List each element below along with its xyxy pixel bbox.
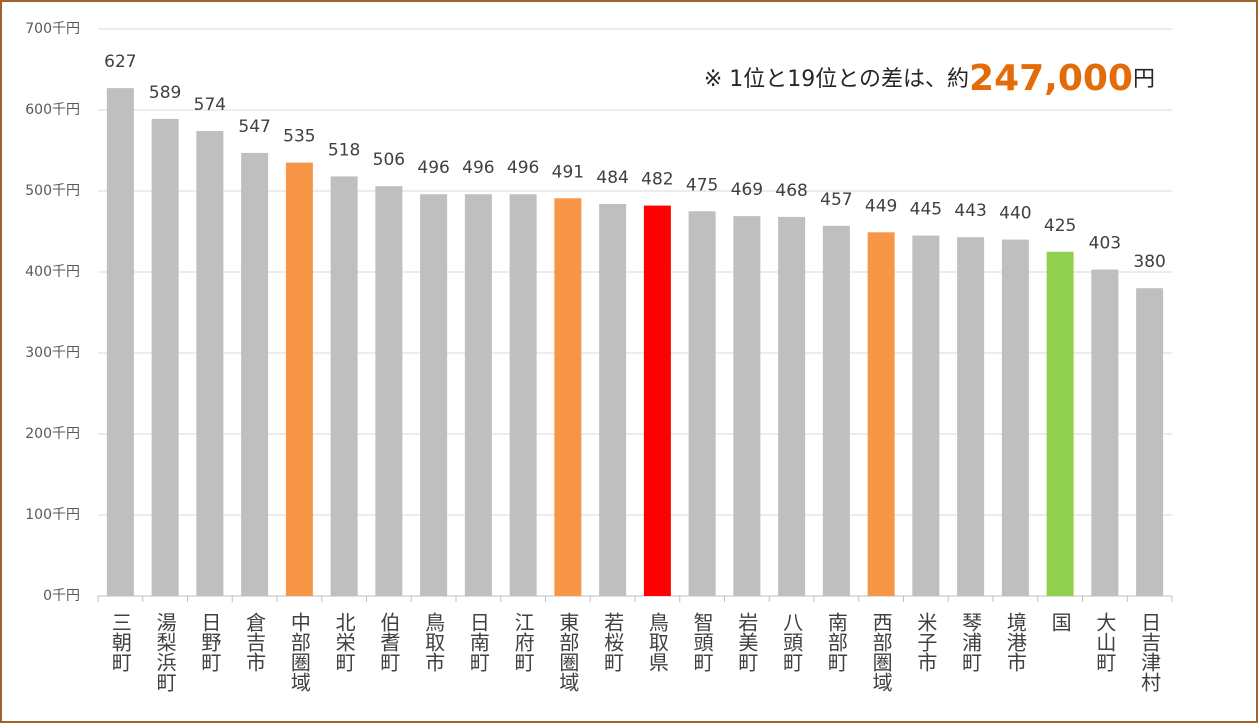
x-tick-label: 伯耆町 xyxy=(377,612,401,672)
data-label: 518 xyxy=(328,140,360,160)
data-label: 425 xyxy=(1044,216,1076,236)
bar xyxy=(912,235,940,597)
bar xyxy=(106,88,134,596)
bar xyxy=(196,131,224,596)
x-tick-label: 東部圏域 xyxy=(556,612,580,692)
data-label: 468 xyxy=(775,181,807,201)
data-label: 574 xyxy=(194,95,226,115)
data-label: 627 xyxy=(104,52,136,72)
bar xyxy=(509,194,537,597)
data-label: 403 xyxy=(1089,234,1121,254)
x-tick-label: 若桜町 xyxy=(601,612,625,672)
x-tick-label: 江府町 xyxy=(511,612,535,672)
data-label: 457 xyxy=(820,190,852,210)
data-label: 547 xyxy=(238,117,270,137)
bar xyxy=(1046,251,1074,596)
bar xyxy=(822,225,850,596)
y-tick-label: 100千円 xyxy=(25,507,80,523)
data-label: 449 xyxy=(865,196,897,216)
bar xyxy=(688,211,716,596)
y-tick-label: 500千円 xyxy=(25,183,80,199)
bar xyxy=(151,118,179,596)
bar xyxy=(778,216,806,597)
y-tick-label: 600千円 xyxy=(25,102,80,118)
data-label: 475 xyxy=(686,175,718,195)
data-label: 496 xyxy=(417,158,449,178)
bar xyxy=(1136,288,1164,596)
data-label: 496 xyxy=(507,158,539,178)
annotation-text: 円 xyxy=(1133,67,1155,92)
data-label: 380 xyxy=(1133,252,1165,272)
bar xyxy=(957,237,985,597)
bar xyxy=(285,162,313,596)
bar xyxy=(464,194,492,597)
x-tick-label: 日野町 xyxy=(198,612,222,672)
bar xyxy=(420,194,448,597)
x-tick-label: 琴浦町 xyxy=(959,612,983,672)
x-tick-label: 米子市 xyxy=(914,612,938,672)
x-tick-label: 三朝町 xyxy=(108,612,132,672)
bar xyxy=(330,176,358,597)
bar xyxy=(554,198,582,597)
x-tick-label: 北栄町 xyxy=(332,612,356,672)
x-tick-label: 鳥取県 xyxy=(645,612,669,672)
y-tick-label: 300千円 xyxy=(25,345,80,361)
data-label: 484 xyxy=(596,168,628,188)
data-label: 445 xyxy=(910,200,942,220)
bar xyxy=(867,232,895,596)
x-tick-label: 岩美町 xyxy=(735,612,759,672)
bar xyxy=(643,205,671,596)
data-label: 506 xyxy=(373,150,405,170)
data-label: 496 xyxy=(462,158,494,178)
x-tick-label: 日南町 xyxy=(466,612,490,672)
data-label: 589 xyxy=(149,83,181,103)
x-tick-label: 倉吉市 xyxy=(243,612,267,672)
bar xyxy=(375,186,403,596)
y-tick-label: 200千円 xyxy=(25,426,80,442)
x-tick-label: 日吉津村 xyxy=(1138,612,1162,692)
data-label: 482 xyxy=(641,170,673,190)
x-tick-label: 智頭町 xyxy=(690,612,714,672)
bar xyxy=(599,203,627,596)
x-tick-label: 鳥取市 xyxy=(422,612,446,672)
bar xyxy=(733,216,761,597)
data-label: 440 xyxy=(999,204,1031,224)
data-label: 469 xyxy=(731,180,763,200)
data-label: 535 xyxy=(283,127,315,147)
x-tick-label: 八頭町 xyxy=(780,612,804,672)
data-label: 443 xyxy=(954,201,986,221)
x-tick-label: 中部圏域 xyxy=(287,612,311,692)
y-tick-label: 700千円 xyxy=(25,21,80,37)
x-tick-label: 大山町 xyxy=(1093,612,1117,672)
data-label: 491 xyxy=(552,162,584,182)
y-tick-label: 400千円 xyxy=(25,264,80,280)
bar xyxy=(1001,239,1029,596)
y-tick-label: 0千円 xyxy=(43,588,80,604)
annotation-text: ※ 1位と19位との差は、約 xyxy=(704,67,969,92)
x-tick-label: 境港市 xyxy=(1003,612,1027,672)
bar xyxy=(1091,269,1119,596)
x-tick-label: 湯梨浜町 xyxy=(153,612,177,692)
x-tick-label: 西部圏域 xyxy=(869,612,893,692)
annotation: ※ 1位と19位との差は、約247,000円 xyxy=(704,58,1155,99)
x-tick-label: 南部町 xyxy=(824,612,848,672)
annotation-highlight: 247,000 xyxy=(969,58,1133,99)
x-tick-label: 国 xyxy=(1048,612,1072,632)
bar xyxy=(241,152,269,596)
